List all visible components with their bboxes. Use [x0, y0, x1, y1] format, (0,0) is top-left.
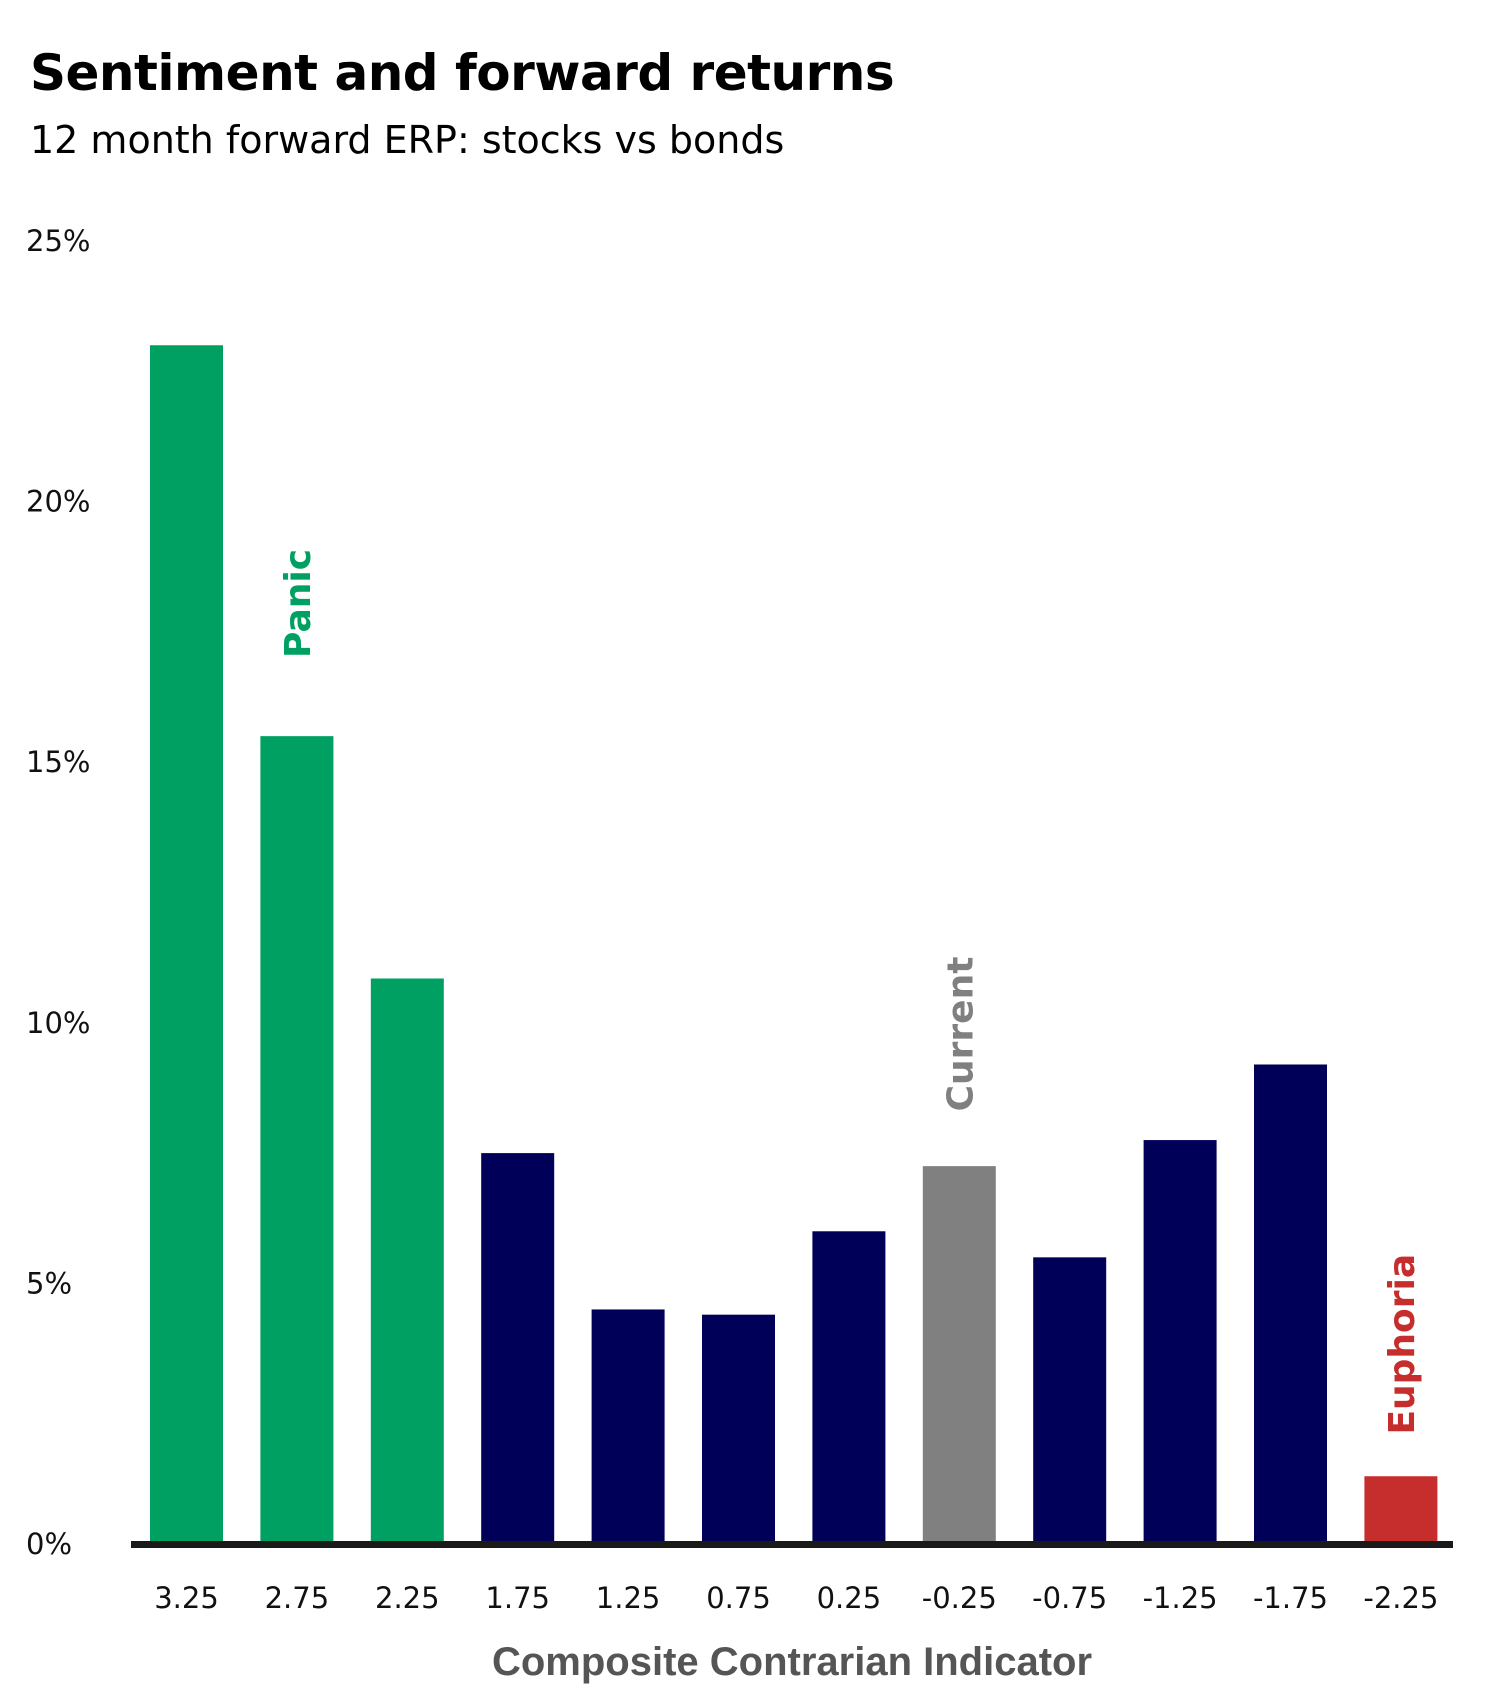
bar--1.25 — [1143, 1140, 1217, 1544]
bar-2.25 — [370, 978, 444, 1544]
bar-1.25 — [591, 1309, 665, 1544]
chart-subtitle: 12 month forward ERP: stocks vs bonds — [30, 118, 785, 162]
x-tick-label: 3.25 — [154, 1581, 219, 1615]
annotation-euphoria: Euphoria — [1382, 1254, 1423, 1435]
x-tick-label: -1.25 — [1143, 1581, 1218, 1615]
x-tick-label: -1.75 — [1253, 1581, 1328, 1615]
x-tick-label: -0.75 — [1032, 1581, 1107, 1615]
bar-0.25 — [812, 1231, 886, 1544]
bar--0.75 — [1033, 1257, 1107, 1544]
y-tick-label: 0% — [26, 1527, 72, 1561]
x-axis-line — [131, 1541, 1453, 1548]
bar--1.75 — [1254, 1064, 1327, 1544]
y-tick-label: 25% — [26, 224, 90, 258]
x-tick-label: 2.75 — [265, 1581, 330, 1615]
chart-title: Sentiment and forward returns — [30, 44, 895, 102]
x-axis-label: Composite Contrarian Indicator — [492, 1640, 1092, 1684]
bar--0.25 — [922, 1166, 996, 1544]
y-tick-label: 10% — [26, 1006, 90, 1040]
bar-1.75 — [481, 1153, 555, 1544]
x-tick-label: 2.25 — [375, 1581, 440, 1615]
annotation-current: Current — [940, 957, 981, 1112]
x-tick-label: 1.25 — [596, 1581, 661, 1615]
x-tick-label: -0.25 — [922, 1581, 997, 1615]
x-tick-label: 0.25 — [817, 1581, 882, 1615]
y-tick-label: 5% — [26, 1266, 72, 1300]
bar--2.25 — [1364, 1476, 1438, 1544]
y-tick-label: 20% — [26, 485, 90, 519]
y-tick-label: 15% — [26, 745, 90, 779]
x-tick-label: 1.75 — [485, 1581, 550, 1615]
bar-0.75 — [702, 1314, 775, 1544]
x-tick-label: -2.25 — [1363, 1581, 1438, 1615]
annotation-panic: Panic — [278, 549, 319, 658]
bar-3.25 — [150, 345, 223, 1544]
bar-2.75 — [260, 736, 334, 1544]
x-tick-label: 0.75 — [706, 1581, 771, 1615]
